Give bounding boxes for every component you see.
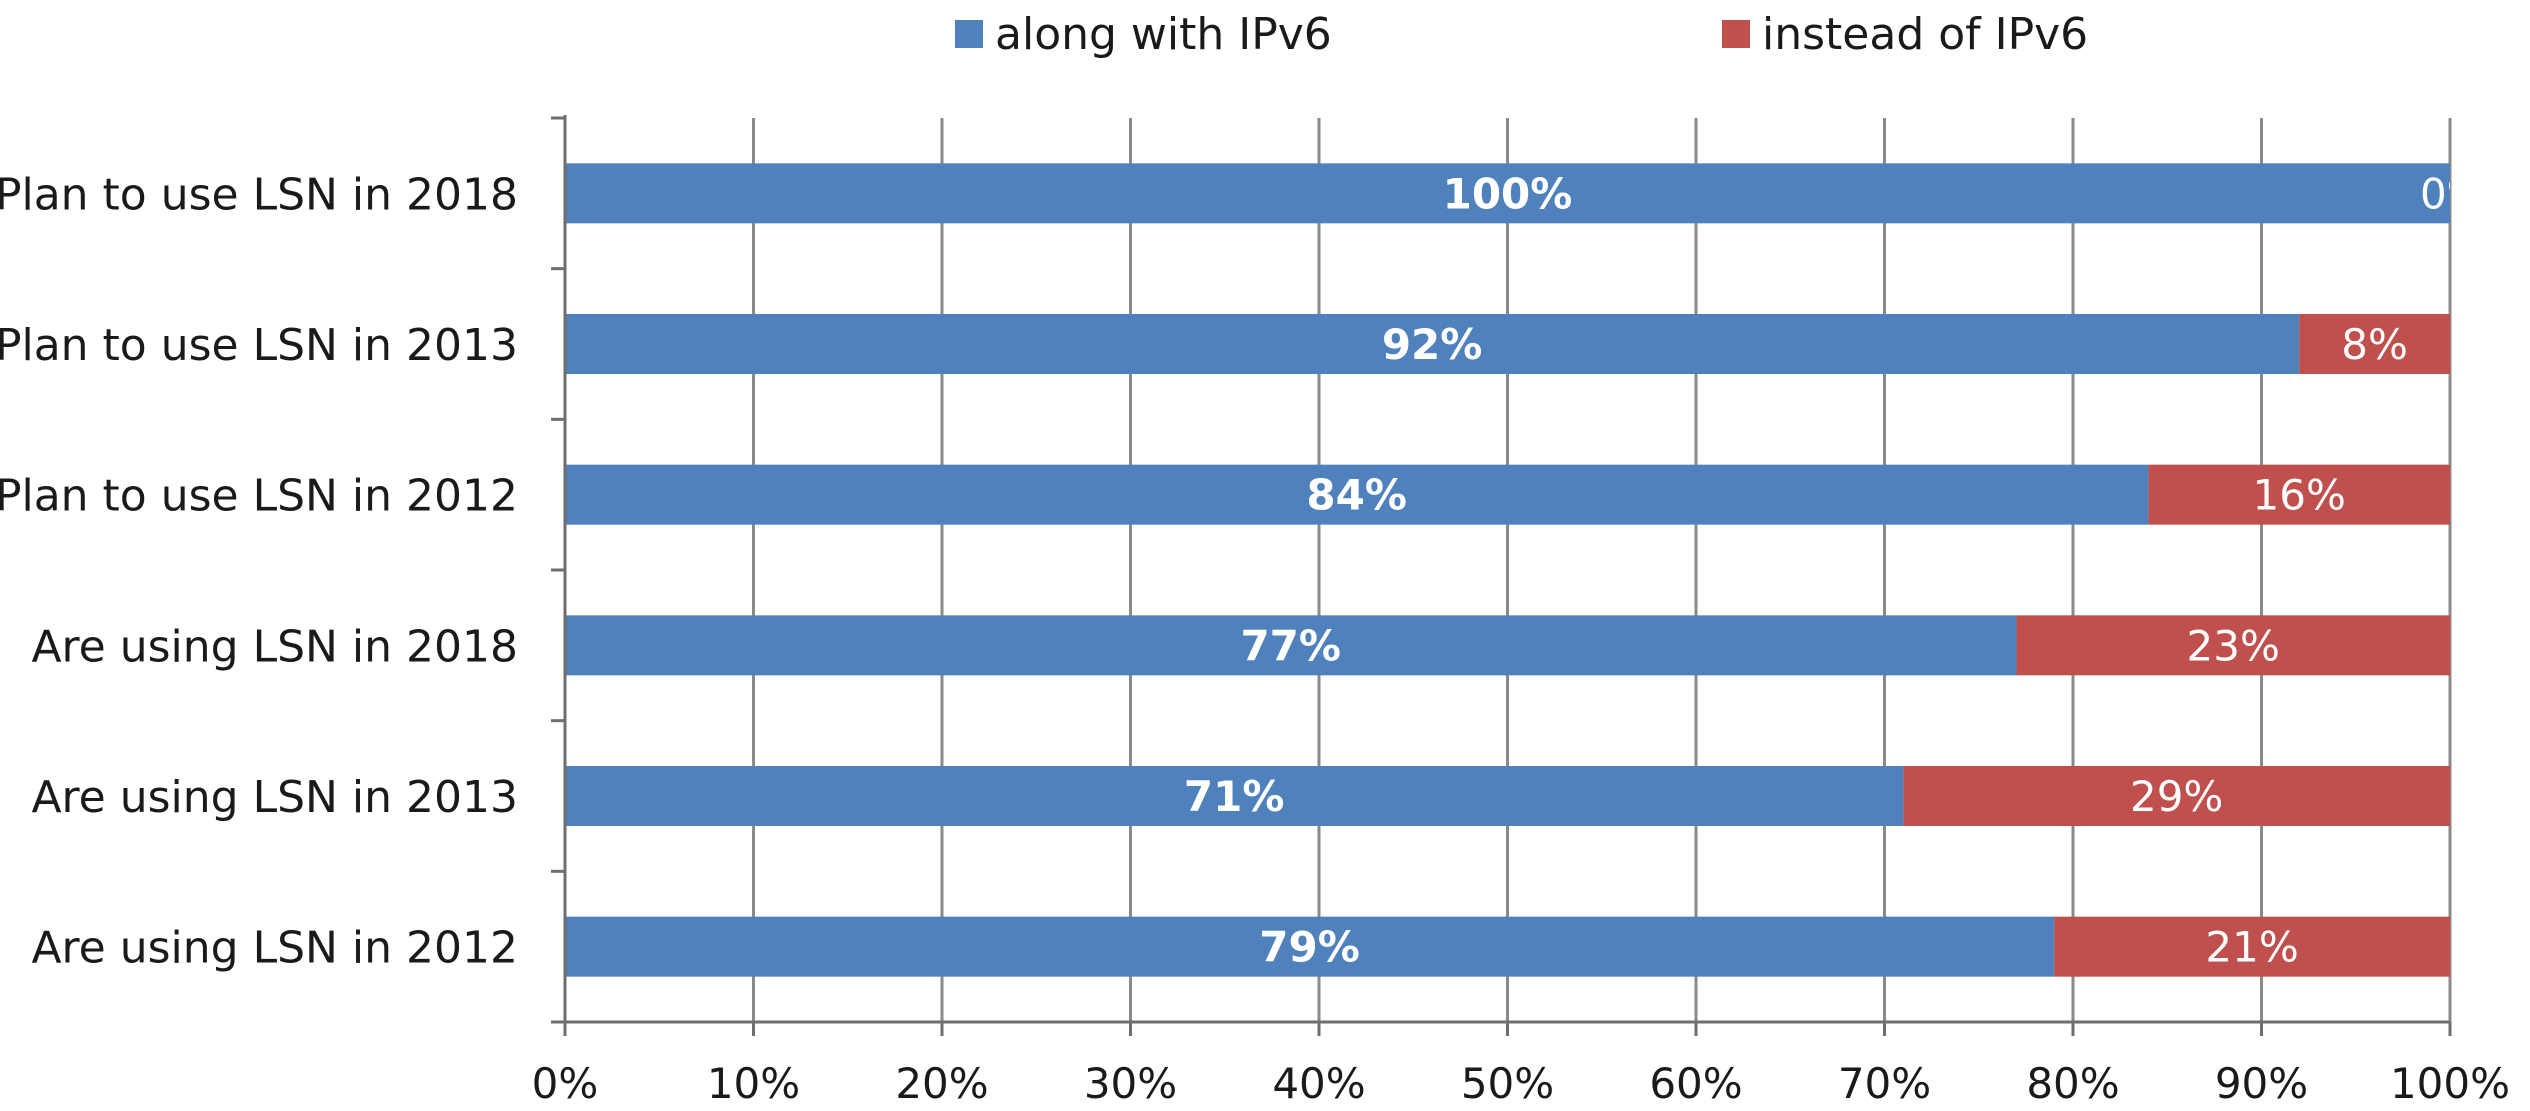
bar-4-series-1 — [1903, 766, 2450, 826]
data-label-5-series-0: 79% — [1259, 923, 1360, 972]
axes — [551, 115, 2452, 1036]
data-label-4-series-1: 29% — [2130, 772, 2223, 821]
x-tick-label-6: 60% — [1649, 1059, 1742, 1108]
bar-1-series-0 — [565, 314, 2300, 374]
bar-4-series-0 — [565, 766, 1904, 826]
data-label-2-series-1: 16% — [2253, 471, 2346, 520]
category-label-3: Are using LSN in 2018 — [31, 621, 518, 672]
x-tick-label-0: 0% — [532, 1059, 599, 1108]
legend: along with IPv6 instead of IPv6 — [955, 9, 2088, 60]
x-tick-label-4: 40% — [1272, 1059, 1365, 1108]
legend-label-0: along with IPv6 — [995, 9, 1332, 60]
category-labels: Plan to use LSN in 2018 Plan to use LSN i… — [0, 169, 518, 973]
bar-2-series-0 — [565, 464, 2149, 525]
bar-0-series-0 — [565, 163, 2450, 224]
data-label-3-series-0: 77% — [1240, 621, 1341, 670]
x-tick-label-7: 70% — [1838, 1059, 1931, 1108]
bar-1-series-1 — [2299, 314, 2450, 374]
category-label-4: Are using LSN in 2013 — [31, 772, 518, 823]
x-tick-label-8: 80% — [2026, 1059, 2119, 1108]
bar-2-series-1 — [2148, 464, 2450, 525]
bar-5-series-0 — [565, 916, 2055, 977]
gridlines — [563, 118, 2452, 1022]
category-label-1: Plan to use LSN in 2013 — [0, 320, 518, 371]
category-label-0: Plan to use LSN in 2018 — [0, 169, 518, 220]
x-tick-label-3: 30% — [1084, 1059, 1177, 1108]
x-tick-label-5: 50% — [1461, 1059, 1554, 1108]
legend-swatch-1 — [1722, 20, 1750, 48]
data-label-0-series-1: 0% — [2420, 169, 2487, 218]
x-tick-label-2: 20% — [895, 1059, 988, 1108]
category-label-2: Plan to use LSN in 2012 — [0, 471, 518, 522]
bars: 100% 0% 92% 8% 84% 16% 77% 23% 71% 29% 79% 21% — [565, 163, 2487, 977]
x-tick-label-1: 10% — [707, 1059, 800, 1108]
bar-3-series-1 — [2016, 615, 2450, 676]
data-label-0-series-0: 100% — [1443, 169, 1573, 218]
data-label-3-series-1: 23% — [2187, 621, 2280, 670]
data-label-1-series-0: 92% — [1382, 320, 1483, 369]
x-tick-label-10: 100% — [2390, 1059, 2510, 1108]
category-label-5: Are using LSN in 2012 — [31, 923, 518, 974]
x-tick-label-9: 90% — [2215, 1059, 2308, 1108]
data-label-1-series-1: 8% — [2341, 320, 2408, 369]
legend-swatch-0 — [955, 20, 983, 48]
bar-3-series-0 — [565, 615, 2017, 676]
data-label-4-series-0: 71% — [1184, 772, 1285, 821]
data-label-5-series-1: 21% — [2205, 923, 2298, 972]
legend-label-1: instead of IPv6 — [1762, 9, 2088, 60]
x-tick-labels: 0% 10% 20% 30% 40% 50% 60% 70% 80% 90% 100% — [532, 1059, 2510, 1108]
bar-5-series-1 — [2054, 916, 2450, 977]
data-label-2-series-0: 84% — [1306, 471, 1407, 520]
